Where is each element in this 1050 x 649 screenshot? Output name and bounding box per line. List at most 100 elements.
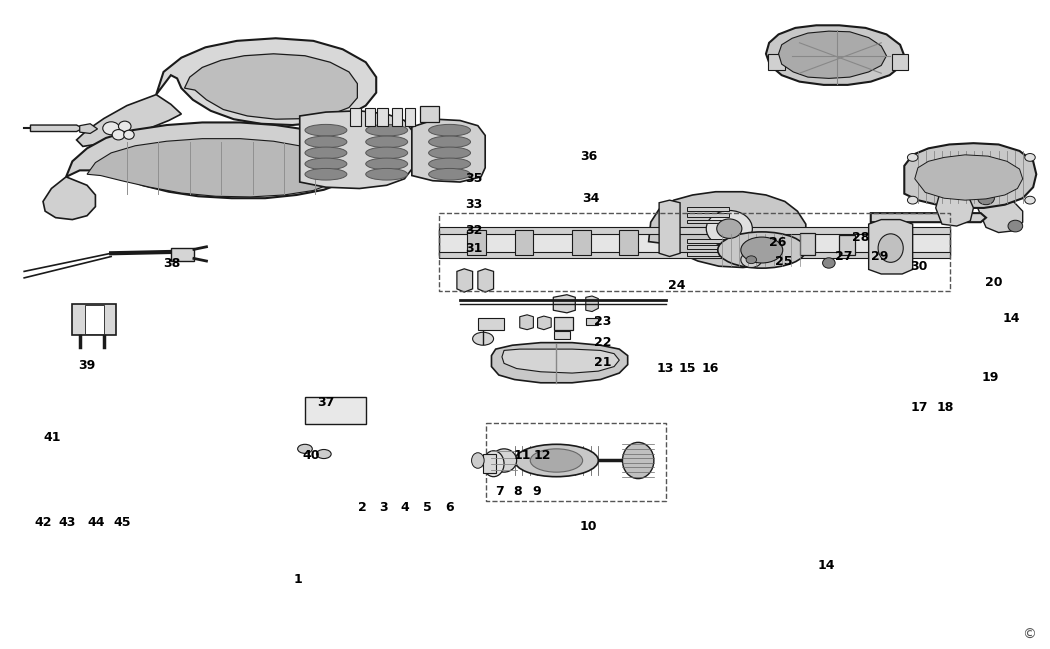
- Ellipse shape: [472, 332, 493, 345]
- Ellipse shape: [365, 136, 407, 148]
- Text: 1: 1: [293, 572, 302, 585]
- Bar: [171, 248, 194, 261]
- Polygon shape: [659, 200, 680, 256]
- Polygon shape: [586, 296, 598, 312]
- Ellipse shape: [717, 219, 742, 238]
- Text: 22: 22: [594, 336, 612, 349]
- Ellipse shape: [365, 125, 407, 136]
- Bar: [364, 108, 375, 126]
- Bar: [688, 245, 730, 249]
- Polygon shape: [80, 124, 98, 134]
- Bar: [72, 304, 117, 335]
- Text: 25: 25: [775, 255, 793, 268]
- Text: 41: 41: [43, 432, 61, 445]
- Text: 6: 6: [445, 501, 454, 514]
- Text: 16: 16: [701, 362, 719, 375]
- Bar: [404, 108, 415, 126]
- Text: 15: 15: [678, 362, 696, 375]
- Ellipse shape: [365, 147, 407, 159]
- Bar: [839, 235, 855, 254]
- Text: 45: 45: [113, 515, 131, 528]
- Bar: [439, 252, 950, 258]
- Text: 37: 37: [317, 396, 335, 409]
- Text: 2: 2: [358, 501, 366, 514]
- Bar: [554, 317, 573, 330]
- Text: 24: 24: [668, 279, 686, 292]
- Text: 35: 35: [465, 173, 483, 186]
- Bar: [891, 54, 908, 70]
- Bar: [420, 106, 439, 122]
- Polygon shape: [520, 315, 533, 330]
- Polygon shape: [778, 31, 886, 79]
- Bar: [439, 227, 950, 234]
- Ellipse shape: [822, 258, 835, 268]
- Text: 34: 34: [583, 191, 600, 204]
- Ellipse shape: [428, 136, 470, 148]
- Polygon shape: [478, 269, 493, 292]
- Polygon shape: [412, 119, 485, 182]
- Text: 17: 17: [910, 401, 928, 414]
- Ellipse shape: [428, 169, 470, 180]
- Polygon shape: [904, 143, 1036, 208]
- Polygon shape: [87, 139, 341, 197]
- Ellipse shape: [471, 453, 484, 469]
- Ellipse shape: [483, 451, 504, 476]
- Polygon shape: [491, 343, 628, 383]
- Ellipse shape: [907, 196, 918, 204]
- Ellipse shape: [514, 445, 598, 476]
- Text: 13: 13: [656, 362, 674, 375]
- Polygon shape: [553, 295, 575, 313]
- Ellipse shape: [304, 169, 347, 180]
- Ellipse shape: [304, 125, 347, 136]
- Polygon shape: [649, 191, 805, 267]
- Polygon shape: [185, 54, 357, 119]
- Bar: [377, 108, 387, 126]
- Text: 19: 19: [982, 371, 999, 384]
- Text: 33: 33: [465, 198, 483, 211]
- Text: 36: 36: [581, 150, 597, 163]
- Bar: [467, 230, 486, 254]
- Ellipse shape: [119, 121, 131, 132]
- Text: 42: 42: [35, 515, 51, 528]
- Text: 26: 26: [770, 236, 786, 249]
- Text: 44: 44: [88, 515, 105, 528]
- Ellipse shape: [304, 136, 347, 148]
- Text: 28: 28: [852, 230, 869, 243]
- Ellipse shape: [718, 232, 805, 268]
- Text: 18: 18: [937, 401, 953, 414]
- Ellipse shape: [1008, 220, 1023, 232]
- Ellipse shape: [707, 210, 753, 247]
- Bar: [554, 331, 570, 339]
- Ellipse shape: [1025, 154, 1035, 162]
- Bar: [514, 230, 533, 254]
- Bar: [85, 305, 104, 334]
- Bar: [304, 397, 365, 424]
- Bar: [688, 206, 730, 210]
- Bar: [688, 219, 730, 223]
- Ellipse shape: [365, 158, 407, 170]
- Ellipse shape: [103, 122, 120, 135]
- Polygon shape: [766, 25, 904, 85]
- Ellipse shape: [907, 154, 918, 162]
- Bar: [350, 108, 360, 126]
- Polygon shape: [77, 95, 182, 147]
- Polygon shape: [915, 155, 1023, 200]
- Bar: [439, 228, 950, 254]
- Text: 27: 27: [835, 250, 853, 263]
- Bar: [769, 54, 784, 70]
- Ellipse shape: [491, 449, 517, 472]
- Bar: [572, 230, 591, 254]
- Text: 21: 21: [594, 356, 612, 369]
- Bar: [688, 252, 730, 256]
- Polygon shape: [299, 111, 412, 188]
- Text: 39: 39: [79, 359, 96, 372]
- Text: 5: 5: [423, 501, 432, 514]
- Text: 7: 7: [496, 485, 504, 498]
- Ellipse shape: [297, 445, 312, 454]
- Ellipse shape: [530, 449, 583, 472]
- Polygon shape: [457, 269, 472, 292]
- Ellipse shape: [112, 130, 125, 140]
- Text: 29: 29: [870, 250, 888, 263]
- Ellipse shape: [316, 450, 331, 459]
- Polygon shape: [30, 125, 83, 132]
